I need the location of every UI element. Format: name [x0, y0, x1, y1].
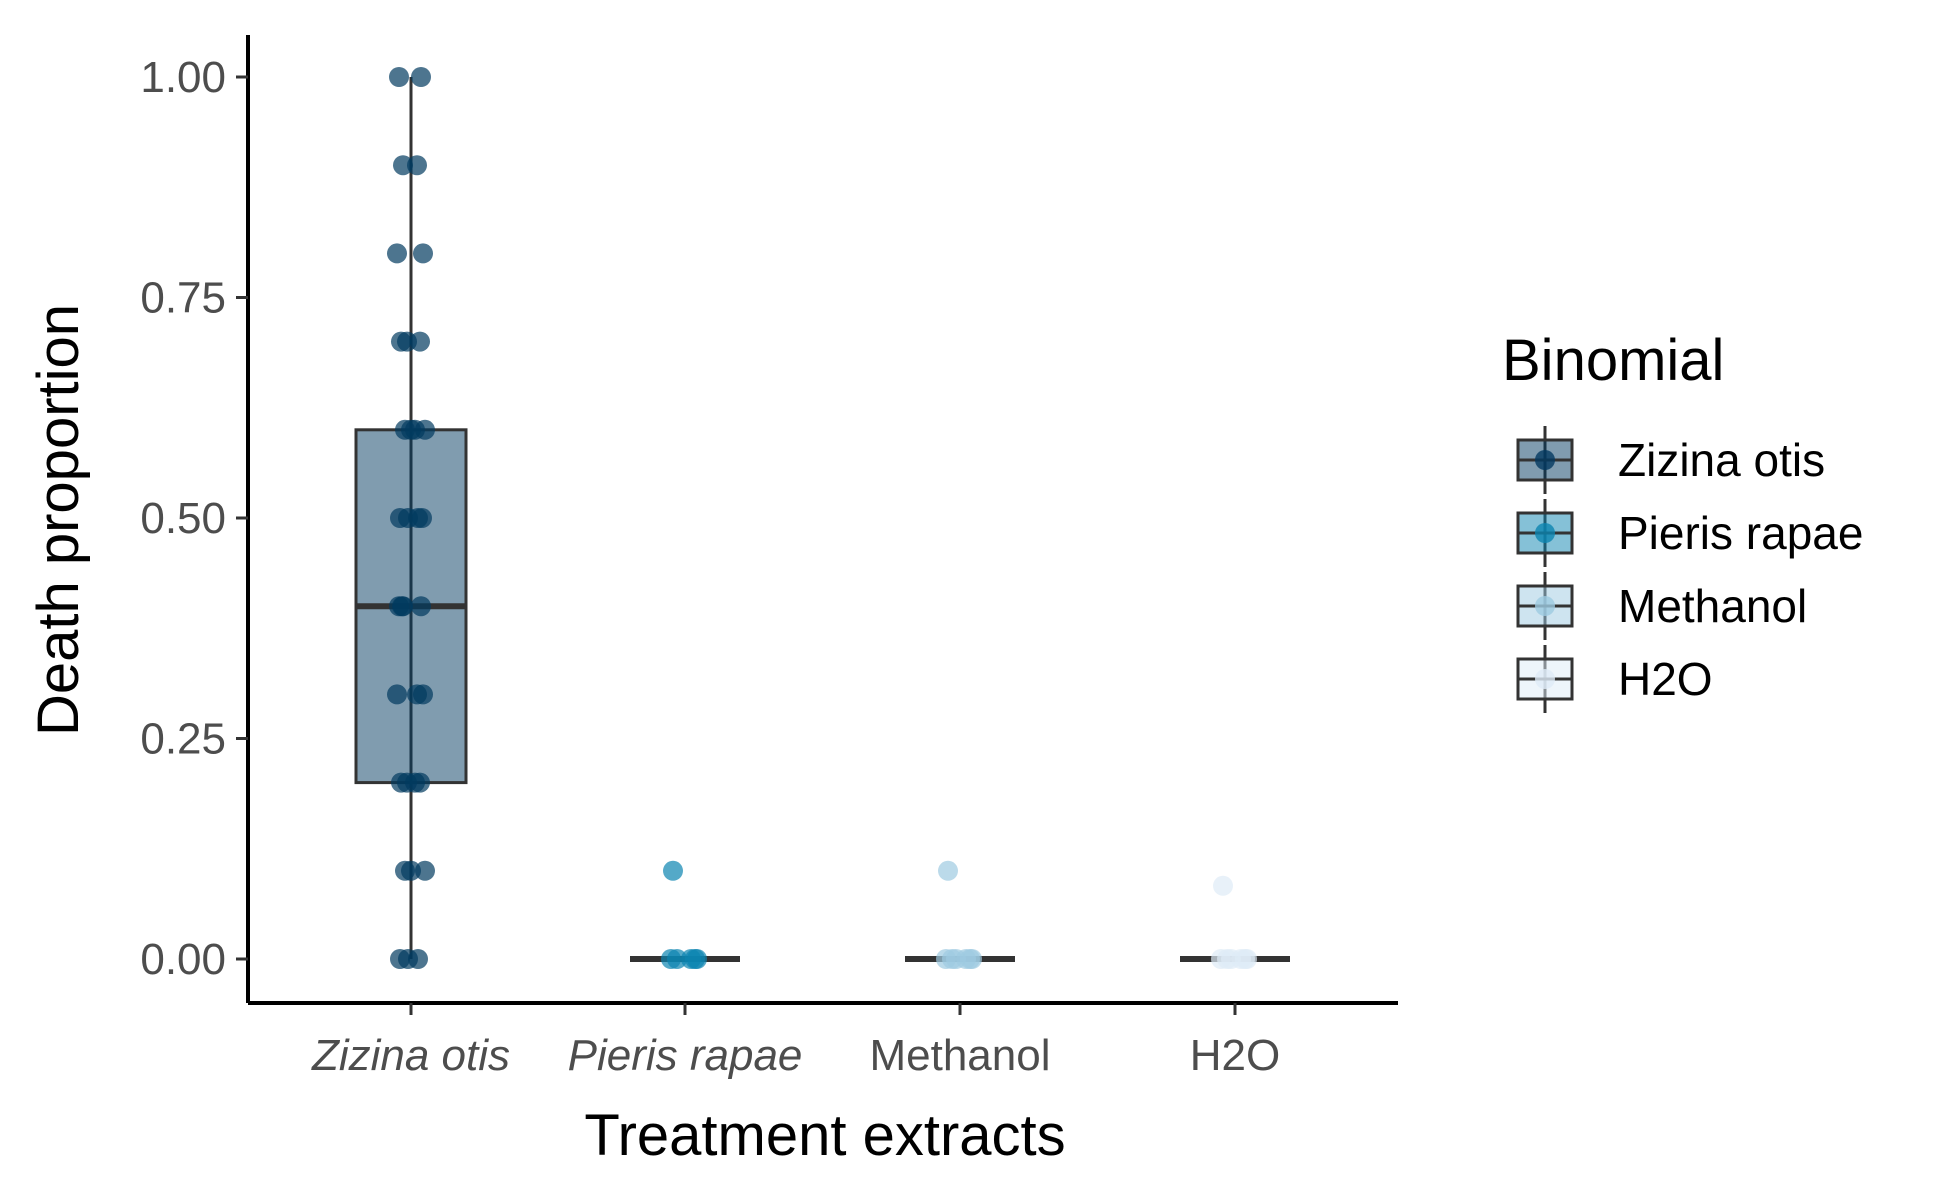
y-axis-title: Death proportion	[26, 304, 91, 736]
x-tick-label: H2O	[1190, 1031, 1280, 1080]
y-tick-label: 0.75	[140, 274, 226, 323]
y-tick-label: 0.25	[140, 715, 226, 764]
legend-key-point	[1535, 523, 1555, 543]
data-point	[387, 243, 407, 264]
data-point	[413, 684, 433, 705]
plot-area	[354, 67, 1290, 969]
data-point	[661, 949, 681, 969]
legend-label: H2O	[1618, 653, 1713, 705]
data-point	[389, 67, 409, 87]
box-group-methanol	[905, 860, 1015, 969]
data-point	[412, 508, 432, 528]
axes: 0.00 0.25 0.50 0.75 1.00 Zizina otis Pieris ra…	[140, 35, 1398, 1080]
legend-label: Zizina otis	[1618, 434, 1825, 486]
legend-key-point	[1535, 596, 1555, 616]
data-point	[387, 684, 407, 705]
y-tick-label: 1.00	[140, 53, 226, 102]
box-group-zizina-otis	[354, 67, 468, 969]
legend-item-zizina-otis: Zizina otis	[1516, 426, 1825, 494]
data-point	[401, 419, 421, 440]
data-point	[1237, 949, 1257, 969]
box-group-h2o	[1180, 875, 1290, 969]
data-point	[962, 949, 982, 969]
data-point	[946, 949, 966, 969]
x-tick-label: Pieris rapae	[568, 1031, 803, 1080]
box-group-pieris-rapae	[630, 860, 740, 969]
data-point	[1221, 949, 1241, 969]
legend-key-point	[1535, 669, 1555, 689]
legend-item-pieris-rapae: Pieris rapae	[1516, 499, 1863, 567]
data-point	[393, 155, 413, 176]
data-point	[410, 331, 430, 352]
data-point	[938, 860, 958, 881]
legend-item-methanol: Methanol	[1516, 572, 1807, 640]
data-point	[405, 772, 425, 793]
y-tick-label: 0.00	[140, 935, 226, 984]
legend-title: Binomial	[1502, 328, 1724, 393]
data-point	[391, 331, 411, 352]
data-point	[415, 419, 435, 440]
x-tick-label: Zizina otis	[311, 1031, 510, 1080]
legend: Binomial Zizina otis Pieris rapae Methanol…	[1502, 328, 1863, 713]
data-point	[393, 596, 413, 617]
data-point	[413, 243, 433, 264]
data-point	[663, 860, 683, 881]
data-point	[687, 949, 707, 969]
data-point	[411, 596, 431, 617]
legend-label: Pieris rapae	[1618, 507, 1863, 559]
x-tick-label: Methanol	[869, 1031, 1050, 1080]
legend-label: Methanol	[1618, 580, 1807, 632]
data-point	[415, 860, 435, 881]
data-point	[1213, 875, 1233, 896]
x-axis-title: Treatment extracts	[584, 1103, 1065, 1168]
data-point	[401, 860, 421, 881]
legend-item-h2o: H2O	[1516, 645, 1713, 713]
data-point	[398, 949, 418, 969]
y-tick-label: 0.50	[140, 494, 226, 543]
legend-key-point	[1535, 450, 1555, 470]
data-point	[391, 772, 411, 793]
data-point	[398, 508, 418, 528]
data-point	[407, 155, 427, 176]
data-point	[411, 67, 431, 87]
